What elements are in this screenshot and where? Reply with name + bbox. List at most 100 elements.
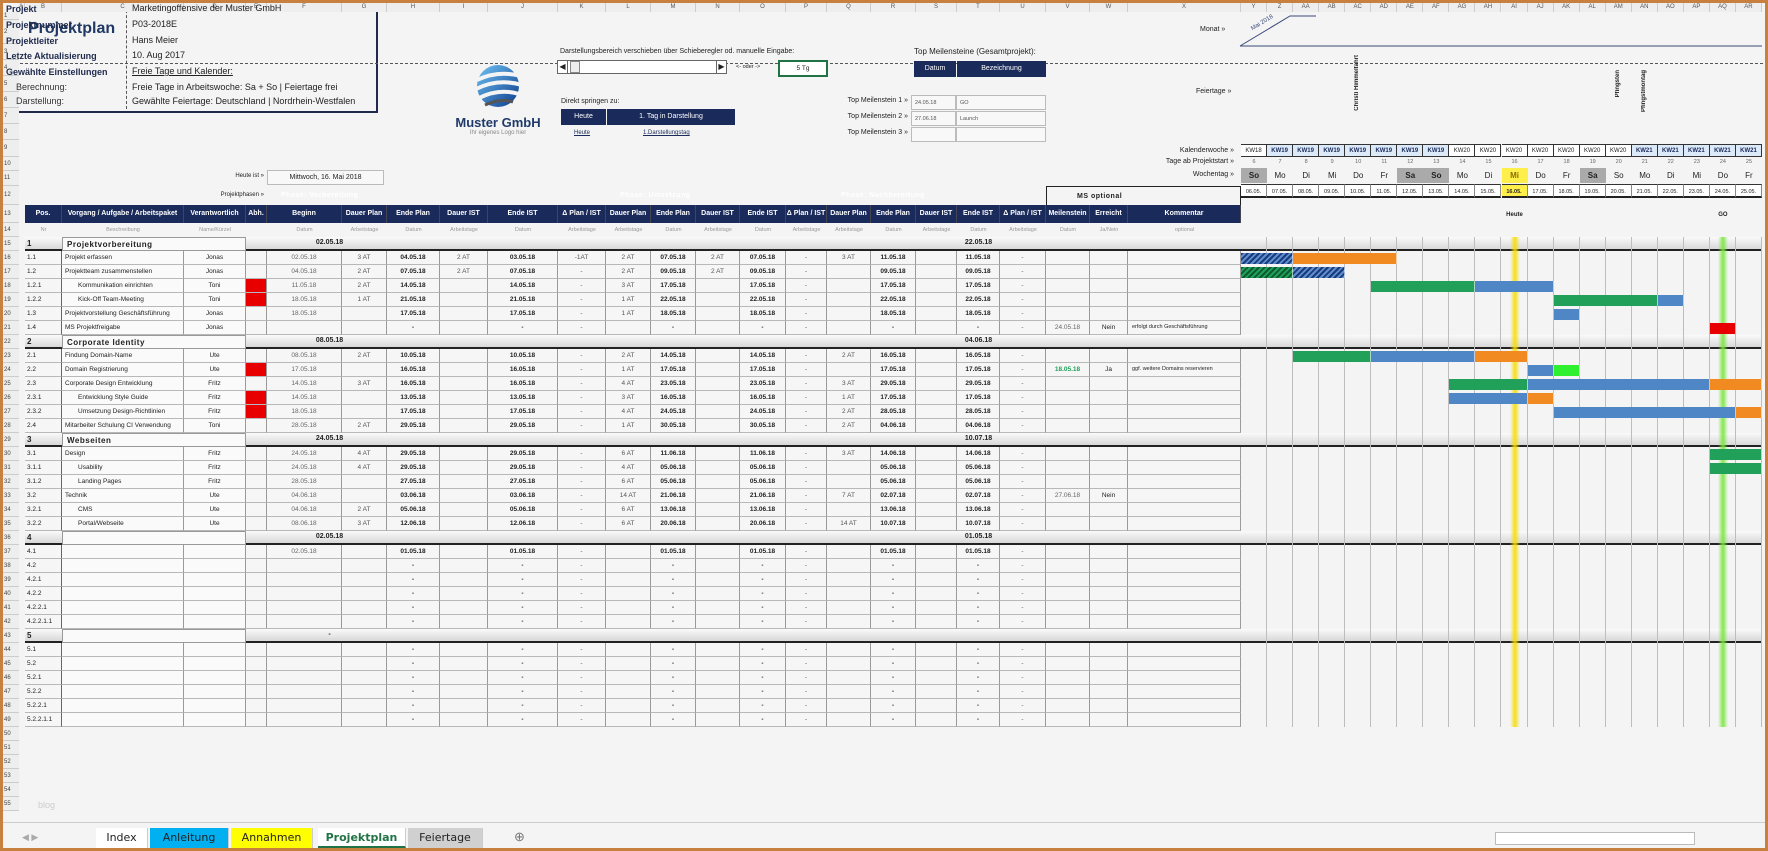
begin-date-cell[interactable] (267, 321, 342, 335)
column-header[interactable]: AJ (1527, 3, 1554, 12)
duration-plan-cell[interactable] (606, 559, 651, 573)
duration-plan-cell[interactable] (342, 615, 387, 629)
column-header-1[interactable]: Vorgang / Aufgabe / Arbeitspaket (62, 205, 184, 223)
begin-date-cell[interactable]: 08.06.18 (267, 517, 342, 531)
table-row[interactable] (25, 573, 1241, 587)
milestone-date-cell[interactable] (1046, 643, 1090, 657)
duration-actual-cell[interactable] (440, 601, 488, 615)
duration-actual-cell[interactable] (916, 265, 957, 279)
duration-plan-cell[interactable]: 3 AT (342, 517, 387, 531)
milestone-reached-cell[interactable] (1090, 461, 1128, 475)
begin-date-cell[interactable]: 04.06.18 (267, 503, 342, 517)
column-header-2[interactable]: Verantwortlich (184, 205, 246, 223)
begin-date-cell[interactable]: 14.05.18 (267, 391, 342, 405)
milestone-date-cell[interactable]: 27.06.18 (1046, 489, 1090, 503)
column-header[interactable]: S (916, 3, 957, 12)
row-header[interactable]: 24 (3, 363, 19, 377)
milestone-reached-cell[interactable] (1090, 503, 1128, 517)
duration-plan-cell[interactable] (827, 573, 871, 587)
row-header[interactable]: 40 (3, 587, 19, 601)
duration-plan-cell[interactable] (827, 265, 871, 279)
comment-cell[interactable] (1128, 279, 1241, 293)
milestone-date-cell[interactable] (1046, 713, 1090, 727)
column-header-12[interactable]: Dauer IST (696, 205, 740, 223)
milestone-date-cell[interactable] (1046, 517, 1090, 531)
duration-actual-cell[interactable] (916, 573, 957, 587)
duration-actual-cell[interactable] (440, 573, 488, 587)
duration-actual-cell[interactable] (916, 377, 957, 391)
duration-plan-cell[interactable] (606, 643, 651, 657)
row-header[interactable]: 2 (3, 20, 19, 44)
responsible-cell[interactable] (184, 545, 246, 559)
milestone-reached-cell[interactable] (1090, 279, 1128, 293)
day-date[interactable]: 16.05. (1501, 184, 1528, 198)
duration-actual-cell[interactable] (916, 559, 957, 573)
milestone-reached-cell[interactable] (1090, 545, 1128, 559)
milestone-date-cell[interactable] (1046, 405, 1090, 419)
table-row[interactable] (25, 475, 1241, 489)
day-date[interactable]: 25.05. (1735, 184, 1762, 198)
table-row[interactable] (25, 699, 1241, 713)
duration-actual-cell[interactable] (916, 419, 957, 433)
task-name-cell[interactable] (62, 671, 184, 685)
column-header-15[interactable]: Dauer Plan (827, 205, 871, 223)
row-header[interactable]: 21 (3, 321, 19, 335)
comment-cell[interactable]: ggf. weitere Domains reservieren (1128, 363, 1241, 377)
duration-actual-cell[interactable] (696, 475, 740, 489)
comment-cell[interactable]: erfolgt durch Geschäftsführung (1128, 321, 1241, 335)
milestone-date-cell[interactable] (1046, 545, 1090, 559)
day-date[interactable]: 14.05. (1449, 184, 1476, 198)
begin-date-cell[interactable]: 04.06.18 (267, 489, 342, 503)
column-header[interactable]: K (558, 3, 606, 12)
milestone-date-cell[interactable] (1046, 265, 1090, 279)
responsible-cell[interactable]: Fritz (184, 405, 246, 419)
dependency-cell[interactable] (246, 657, 267, 671)
task-name-cell[interactable] (62, 615, 184, 629)
table-row[interactable] (25, 643, 1241, 657)
row-header[interactable]: 45 (3, 657, 19, 671)
slider-thumb[interactable] (570, 61, 580, 73)
row-header[interactable]: 32 (3, 475, 19, 489)
milestone-date-cell[interactable] (1046, 461, 1090, 475)
duration-actual-cell[interactable] (916, 405, 957, 419)
dependency-cell[interactable] (246, 643, 267, 657)
day-date[interactable]: 22.05. (1657, 184, 1684, 198)
column-header-19[interactable]: Δ Plan / IST (1000, 205, 1046, 223)
dependency-cell[interactable] (246, 615, 267, 629)
begin-date-cell[interactable]: 17.05.18 (267, 363, 342, 377)
row-header[interactable]: 4 (3, 60, 19, 76)
task-name-cell[interactable] (62, 713, 184, 727)
jump-today-button[interactable]: Heute (561, 109, 606, 125)
duration-plan-cell[interactable] (342, 391, 387, 405)
row-header[interactable]: 9 (3, 140, 19, 157)
milestone-date-cell[interactable] (1046, 447, 1090, 461)
milestone-reached-cell[interactable] (1090, 475, 1128, 489)
milestone-reached-cell[interactable] (1090, 643, 1128, 657)
duration-actual-cell[interactable] (916, 461, 957, 475)
duration-actual-cell[interactable] (440, 713, 488, 727)
column-header-14[interactable]: Δ Plan / IST (786, 205, 827, 223)
duration-plan-cell[interactable]: 1 AT (606, 363, 651, 377)
duration-plan-cell[interactable] (606, 545, 651, 559)
duration-plan-cell[interactable] (342, 671, 387, 685)
duration-actual-cell[interactable] (696, 713, 740, 727)
comment-cell[interactable] (1128, 475, 1241, 489)
duration-actual-cell[interactable] (440, 489, 488, 503)
milestone-date-cell[interactable] (1046, 587, 1090, 601)
section-title[interactable] (62, 531, 246, 545)
comment-cell[interactable] (1128, 419, 1241, 433)
row-header[interactable]: 28 (3, 419, 19, 433)
duration-plan-cell[interactable]: 4 AT (606, 461, 651, 475)
column-header[interactable]: J (488, 3, 558, 12)
top-milestone-date[interactable]: 24.05.18 (911, 95, 956, 110)
duration-plan-cell[interactable]: 2 AT (606, 265, 651, 279)
duration-actual-cell[interactable] (916, 671, 957, 685)
duration-plan-cell[interactable] (606, 671, 651, 685)
table-row[interactable] (25, 657, 1241, 671)
column-header[interactable]: C (62, 3, 184, 12)
responsible-cell[interactable]: Ute (184, 503, 246, 517)
row-header[interactable]: 15 (3, 237, 19, 251)
row-header[interactable]: 53 (3, 769, 19, 783)
table-row[interactable] (25, 713, 1241, 727)
milestone-date-cell[interactable] (1046, 251, 1090, 265)
